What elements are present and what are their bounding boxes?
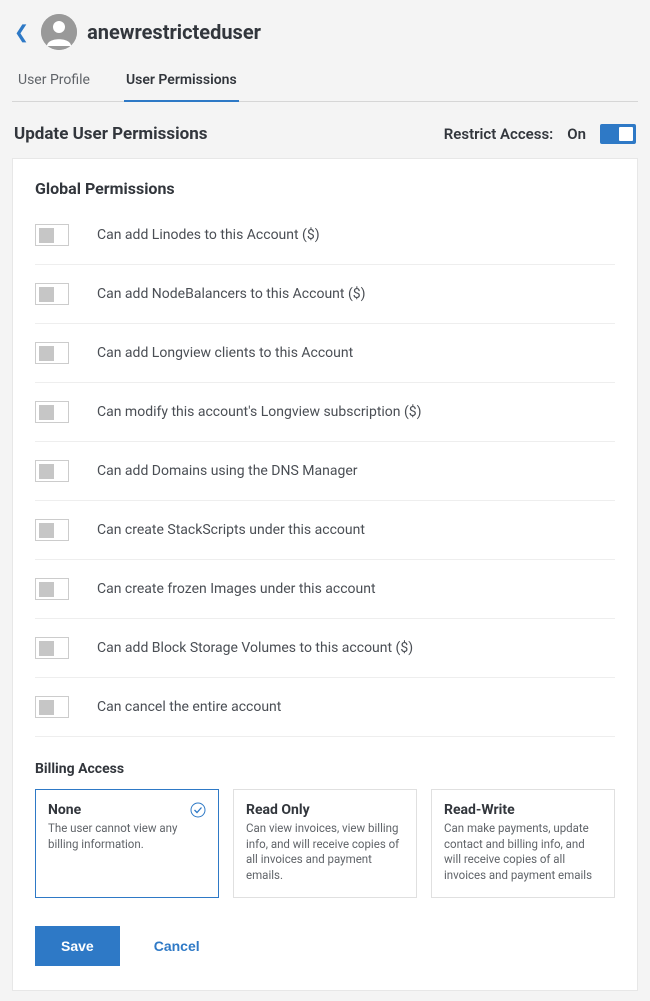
billing-option-read-write[interactable]: Read-Write Can make payments, update con… bbox=[431, 789, 615, 898]
billing-access-heading: Billing Access bbox=[35, 761, 615, 777]
permission-label: Can add Longview clients to this Account bbox=[97, 345, 353, 361]
permission-label: Can add Domains using the DNS Manager bbox=[97, 463, 357, 479]
global-permissions-heading: Global Permissions bbox=[35, 179, 615, 198]
permission-label: Can modify this account's Longview subsc… bbox=[97, 404, 422, 420]
permission-checkbox-stackscripts[interactable] bbox=[35, 519, 69, 541]
billing-option-title: Read-Write bbox=[444, 802, 602, 818]
permission-label: Can create frozen Images under this acco… bbox=[97, 581, 376, 597]
permissions-card: Global Permissions Can add Linodes to th… bbox=[12, 158, 638, 991]
tabs: User Profile User Permissions bbox=[12, 62, 638, 102]
tab-user-profile[interactable]: User Profile bbox=[16, 62, 92, 102]
back-chevron-icon[interactable]: ❮ bbox=[12, 22, 31, 43]
avatar bbox=[41, 14, 77, 50]
billing-option-read-only[interactable]: Read Only Can view invoices, view billin… bbox=[233, 789, 417, 898]
permission-label: Can add Block Storage Volumes to this ac… bbox=[97, 640, 413, 656]
permission-checkbox-nodebalancers[interactable] bbox=[35, 283, 69, 305]
permission-label: Can add Linodes to this Account ($) bbox=[97, 227, 320, 243]
permission-row: Can cancel the entire account bbox=[35, 678, 615, 737]
billing-option-desc: Can view invoices, view billing info, an… bbox=[246, 821, 404, 883]
restrict-access-state: On bbox=[567, 125, 586, 143]
permission-row: Can add Block Storage Volumes to this ac… bbox=[35, 619, 615, 678]
tab-user-permissions[interactable]: User Permissions bbox=[124, 62, 239, 102]
restrict-access-toggle[interactable] bbox=[600, 124, 636, 144]
page-title-username: anewrestricteduser bbox=[87, 20, 261, 44]
permission-checkbox-cancel-account[interactable] bbox=[35, 696, 69, 718]
cancel-button[interactable]: Cancel bbox=[154, 938, 200, 954]
permission-checkbox-block-storage[interactable] bbox=[35, 637, 69, 659]
permission-label: Can create StackScripts under this accou… bbox=[97, 522, 365, 538]
permission-row: Can modify this account's Longview subsc… bbox=[35, 383, 615, 442]
section-title: Update User Permissions bbox=[14, 124, 207, 144]
user-icon bbox=[41, 14, 77, 50]
toggle-knob bbox=[619, 127, 633, 141]
permission-label: Can add NodeBalancers to this Account ($… bbox=[97, 286, 366, 302]
permission-row: Can add Linodes to this Account ($) bbox=[35, 206, 615, 265]
permission-checkbox-images[interactable] bbox=[35, 578, 69, 600]
billing-option-desc: The user cannot view any billing informa… bbox=[48, 821, 206, 852]
permission-checkbox-linodes[interactable] bbox=[35, 224, 69, 246]
permission-checkbox-longview[interactable] bbox=[35, 342, 69, 364]
selected-check-icon bbox=[190, 802, 206, 818]
permission-row: Can add Domains using the DNS Manager bbox=[35, 442, 615, 501]
permission-row: Can add NodeBalancers to this Account ($… bbox=[35, 265, 615, 324]
permission-checkbox-longview-sub[interactable] bbox=[35, 401, 69, 423]
permission-label: Can cancel the entire account bbox=[97, 699, 281, 715]
restrict-access-label: Restrict Access: bbox=[444, 125, 553, 143]
save-button[interactable]: Save bbox=[35, 926, 120, 966]
billing-option-none[interactable]: None The user cannot view any billing in… bbox=[35, 789, 219, 898]
permission-row: Can create frozen Images under this acco… bbox=[35, 560, 615, 619]
permission-row: Can create StackScripts under this accou… bbox=[35, 501, 615, 560]
permission-row: Can add Longview clients to this Account bbox=[35, 324, 615, 383]
billing-option-title: Read Only bbox=[246, 802, 404, 818]
permission-checkbox-domains[interactable] bbox=[35, 460, 69, 482]
billing-option-desc: Can make payments, update contact and bi… bbox=[444, 821, 602, 883]
billing-option-title: None bbox=[48, 802, 206, 818]
